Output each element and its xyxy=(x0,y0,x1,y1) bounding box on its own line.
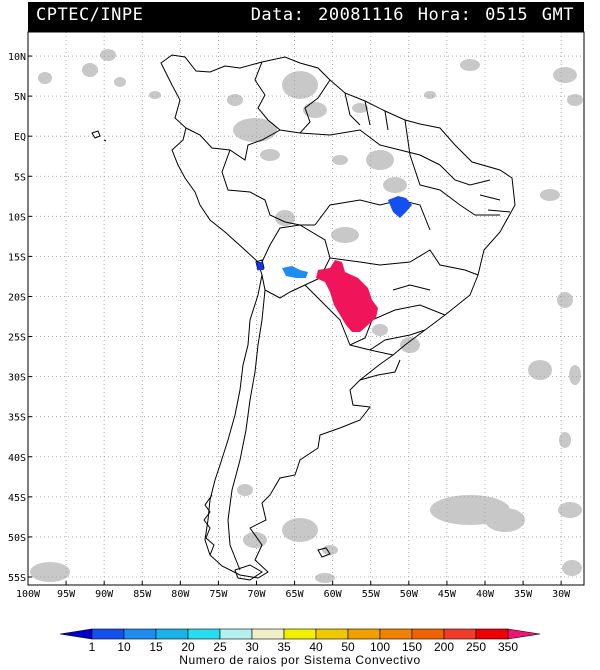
lon-label: 50W xyxy=(400,589,419,600)
lat-label: 30S xyxy=(8,373,26,384)
colorbar-segment xyxy=(251,628,285,640)
border-peru-brazil xyxy=(221,149,315,226)
lon-label: 95W xyxy=(57,589,76,600)
border-uruguay xyxy=(359,359,401,381)
lon-label: 90W xyxy=(95,589,114,600)
longitude-labels: 100W 95W 90W 85W 80W 75W 70W 65W 60W 55W 50W 45W 40W… xyxy=(16,581,571,600)
lon-label: 75W xyxy=(209,589,228,600)
border-guianas xyxy=(344,92,389,131)
colorbar-segment xyxy=(411,628,445,640)
lon-label: 85W xyxy=(133,589,152,600)
lat-label: 45S xyxy=(8,493,26,504)
colorbar-title: Numero de raios por Sistema Convectivo xyxy=(179,653,421,667)
lat-label: 5S xyxy=(14,172,26,183)
colorbar-tick-labels: 1 10 15 20 25 30 35 40 50 100 150 200 250 350 xyxy=(89,640,519,654)
colorbar-segment xyxy=(443,628,477,640)
lat-label: 15S xyxy=(8,252,26,263)
border-colombia-south xyxy=(185,127,281,161)
colorbar-tick-label: 150 xyxy=(402,640,422,654)
border-brazil-states-f xyxy=(369,329,426,351)
latitude-labels: 10N 5N EQ 5S 10S 15S 20S 25S 30S 35S 40S 45S 50S 55S xyxy=(8,52,32,584)
lat-label: 10S xyxy=(8,212,26,223)
colorbar-segment xyxy=(283,628,317,640)
lon-label: 35W xyxy=(514,589,533,600)
colorbar-tick-label: 10 xyxy=(117,640,131,654)
lon-label: 70W xyxy=(247,589,266,600)
lon-label: 30W xyxy=(552,589,571,600)
source-label: CPTEC/INPE xyxy=(36,5,144,25)
border-bolivia xyxy=(261,224,331,299)
border-brazil-states-a xyxy=(314,199,431,231)
colorbar-segment xyxy=(379,628,413,640)
chile-archipelago xyxy=(203,494,215,556)
lon-label: 55W xyxy=(362,589,381,600)
colorbar-tick-label: 30 xyxy=(245,640,259,654)
colorbar-segment xyxy=(187,628,221,640)
colorbar-tick-label: 50 xyxy=(341,640,355,654)
colorbar-tick-label: 15 xyxy=(149,640,163,654)
lat-label: 55S xyxy=(8,573,26,584)
colorbar-tick-label: 35 xyxy=(277,640,291,654)
plot-frame xyxy=(27,31,585,586)
colorbar-segment xyxy=(347,628,381,640)
lat-label: 20S xyxy=(8,292,26,303)
colorbar xyxy=(59,628,541,640)
storm-cell-bolivia xyxy=(282,266,308,278)
lat-label: 10N xyxy=(8,52,26,63)
border-brazil-states-c xyxy=(404,119,500,216)
border-brazil-states-d xyxy=(329,249,479,276)
lon-label: 100W xyxy=(16,589,41,600)
lon-label: 65W xyxy=(286,589,305,600)
colorbar-segment xyxy=(123,628,157,640)
south-america-coastline xyxy=(160,54,516,579)
graticule xyxy=(28,32,584,585)
lat-label: 5N xyxy=(14,92,26,103)
falkland-islands xyxy=(317,547,331,558)
lat-label: EQ xyxy=(14,132,26,143)
lon-label: 60W xyxy=(324,589,343,600)
border-brazil-states-g xyxy=(439,164,511,213)
colorbar-tick-label: 20 xyxy=(181,640,195,654)
lon-label: 45W xyxy=(438,589,457,600)
datetime-label: Data: 20081116 Hora: 0515 GMT xyxy=(250,5,574,25)
colorbar-tick-label: 25 xyxy=(213,640,227,654)
border-chile-argentina xyxy=(227,289,266,571)
border-brazil-states-b xyxy=(299,129,441,166)
colorbar-tick-label: 200 xyxy=(434,640,454,654)
lon-label: 40W xyxy=(476,589,495,600)
lat-label: 35S xyxy=(8,413,26,424)
lat-label: 25S xyxy=(8,333,26,344)
colorbar-segment xyxy=(507,628,541,640)
colorbar-segment xyxy=(219,628,253,640)
border-argentina-brazil xyxy=(349,344,394,356)
cloud-cover xyxy=(30,49,583,583)
colorbar-tick-label: 250 xyxy=(466,640,486,654)
colorbar-segment xyxy=(155,628,189,640)
colorbar-tick-label: 350 xyxy=(498,640,518,654)
convective-systems xyxy=(256,196,412,332)
lat-label: 50S xyxy=(8,533,26,544)
lon-label: 80W xyxy=(171,589,190,600)
colorbar-tick-label: 40 xyxy=(309,640,323,654)
colorbar-tick-label: 1 xyxy=(89,640,96,654)
colorbar-segment xyxy=(91,628,125,640)
galapagos xyxy=(91,130,107,142)
colorbar-segment xyxy=(475,628,509,640)
lat-label: 40S xyxy=(8,453,26,464)
border-brazil-states-e xyxy=(371,284,446,321)
title-bar: CPTEC/INPE Data: 20081116 Hora: 0515 GMT xyxy=(28,2,584,32)
storm-cell-peru xyxy=(256,262,264,270)
tierra-del-fuego xyxy=(234,564,263,581)
colorbar-tick-label: 100 xyxy=(370,640,390,654)
storm-cell-paraguay xyxy=(316,260,378,332)
colorbar-segment xyxy=(59,628,93,640)
colorbar-segment xyxy=(315,628,349,640)
country-borders xyxy=(91,54,516,581)
storm-cell-central-brazil xyxy=(388,196,412,218)
